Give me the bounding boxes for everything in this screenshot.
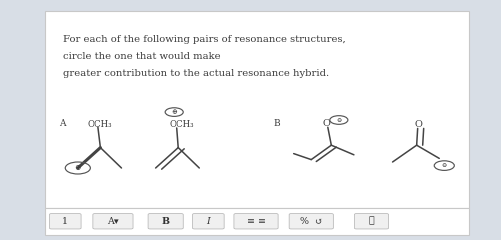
Text: I: I [206, 217, 210, 226]
Text: For each of the following pairs of resonance structures,: For each of the following pairs of reson… [63, 35, 345, 44]
Text: ⊕: ⊕ [171, 108, 177, 116]
Text: A▾: A▾ [107, 217, 119, 226]
Text: B: B [273, 119, 280, 128]
Text: O: O [322, 119, 330, 128]
Text: O: O [413, 120, 421, 129]
Text: ⎙: ⎙ [368, 217, 374, 226]
FancyBboxPatch shape [49, 214, 81, 229]
Text: ⊖: ⊖ [441, 163, 446, 168]
Text: A: A [59, 119, 66, 128]
Text: B: B [161, 217, 169, 226]
Text: OCH₃: OCH₃ [169, 120, 193, 129]
Text: 1: 1 [62, 217, 68, 226]
Text: ⊖: ⊖ [336, 118, 341, 122]
FancyBboxPatch shape [233, 214, 278, 229]
FancyBboxPatch shape [45, 11, 468, 208]
FancyBboxPatch shape [192, 214, 223, 229]
Text: greater contribution to the actual resonance hybrid.: greater contribution to the actual reson… [63, 69, 328, 78]
Text: circle the one that would make: circle the one that would make [63, 52, 220, 61]
Text: OCH₃: OCH₃ [88, 120, 112, 129]
Text: ⊕: ⊕ [75, 164, 81, 172]
FancyBboxPatch shape [45, 208, 468, 235]
FancyBboxPatch shape [289, 214, 333, 229]
FancyBboxPatch shape [354, 214, 388, 229]
FancyBboxPatch shape [148, 214, 183, 229]
Text: ≡ ≡: ≡ ≡ [246, 217, 265, 226]
FancyBboxPatch shape [93, 214, 133, 229]
Text: %  ↺: % ↺ [299, 217, 322, 226]
